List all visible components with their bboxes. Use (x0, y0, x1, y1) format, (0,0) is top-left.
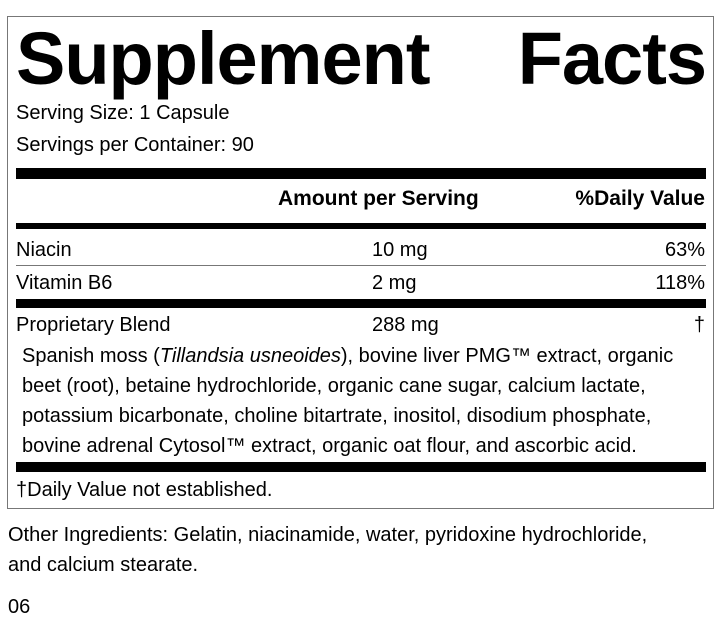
divider-medium (16, 223, 706, 229)
other-ingredients: Other Ingredients: Gelatin, niacinamide,… (8, 524, 648, 546)
row-dv: † (693, 314, 705, 336)
supplement-facts-panel: Supplement Facts Serving Size: 1 Capsule… (7, 16, 714, 509)
blend-ingredients-line: potassium bicarbonate, choline bitartrat… (22, 405, 652, 427)
label-code: 06 (8, 596, 31, 618)
divider-thick (16, 168, 706, 179)
title-word: Supplement (16, 17, 430, 100)
blend-ingredients-line: beet (root), betaine hydrochloride, orga… (22, 375, 646, 397)
blend-ingredients-line: Spanish moss (Tillandsia usneoides), bov… (22, 345, 674, 367)
divider-thick (16, 462, 706, 472)
footnote: †Daily Value not established. (16, 479, 273, 501)
row-amount: 2 mg (372, 272, 417, 294)
row-dv: 118% (655, 272, 705, 294)
row-amount: 288 mg (372, 314, 439, 336)
title-word: Facts (517, 17, 707, 100)
divider-thin (16, 265, 706, 266)
servings-per-container: Servings per Container: 90 (16, 134, 254, 156)
other-ingredients: and calcium stearate. (8, 554, 199, 576)
header-daily-value: %Daily Value (575, 187, 705, 210)
row-name: Vitamin B6 (16, 272, 113, 294)
row-name: Niacin (16, 239, 72, 261)
row-dv: 63% (664, 239, 705, 261)
header-amount: Amount per Serving (278, 187, 479, 210)
divider-thick (16, 299, 706, 308)
row-name: Proprietary Blend (16, 314, 171, 336)
blend-ingredients-line: bovine adrenal Cytosol™ extract, organic… (22, 435, 637, 457)
row-amount: 10 mg (372, 239, 428, 261)
serving-size: Serving Size: 1 Capsule (16, 102, 230, 124)
panel-title: Supplement Facts (16, 17, 707, 100)
